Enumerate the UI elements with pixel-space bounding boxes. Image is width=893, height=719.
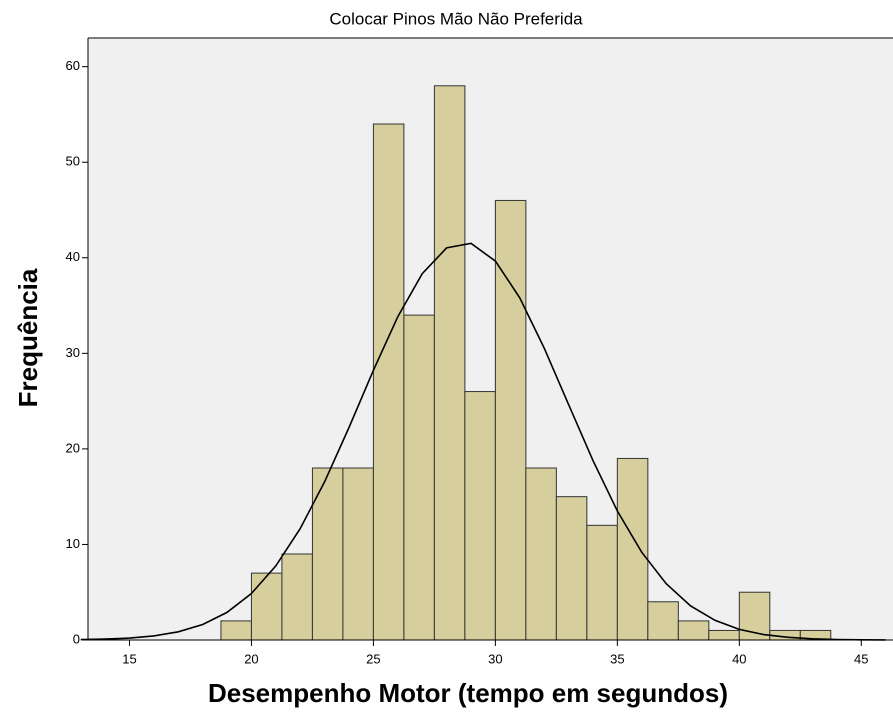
bar: [220, 620, 252, 641]
bar: [616, 457, 649, 641]
y-tick-label: 30: [66, 345, 80, 360]
bar: [250, 572, 283, 641]
x-tick-label: 45: [854, 651, 868, 666]
normal-curve: [80, 242, 886, 641]
y-tick-label: 10: [66, 536, 80, 551]
bar: [647, 601, 679, 641]
x-tick-label: 40: [732, 651, 746, 666]
x-tick-label: 25: [366, 651, 380, 666]
x-tick-label: 35: [610, 651, 624, 666]
x-tick-label: 20: [244, 651, 258, 666]
x-tick-label: 30: [488, 651, 502, 666]
bar: [342, 467, 374, 641]
bar: [708, 629, 740, 641]
bar: [372, 123, 405, 641]
bar: [281, 553, 313, 641]
y-axis-label: Frequência: [13, 268, 43, 407]
x-tick-label: 15: [122, 651, 136, 666]
bar: [555, 496, 588, 641]
y-tick-label: 0: [73, 631, 80, 646]
bar: [403, 314, 435, 641]
bar: [433, 85, 466, 641]
chart-title: Colocar Pinos Mão Não Preferida: [329, 9, 583, 28]
bar: [464, 391, 496, 641]
x-axis-label: Desempenho Motor (tempo em segundos): [208, 678, 728, 708]
bar: [525, 467, 557, 641]
bar: [311, 467, 344, 641]
y-tick-label: 60: [66, 58, 80, 73]
y-tick-label: 40: [66, 249, 80, 264]
bar: [677, 620, 710, 641]
y-tick-label: 20: [66, 440, 80, 455]
bar: [586, 524, 618, 641]
y-tick-label: 50: [66, 154, 80, 169]
bar: [494, 199, 527, 641]
